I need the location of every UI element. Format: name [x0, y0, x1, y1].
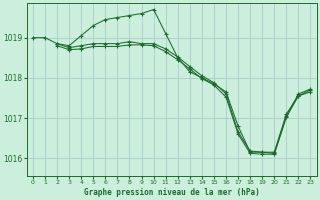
X-axis label: Graphe pression niveau de la mer (hPa): Graphe pression niveau de la mer (hPa) [84, 188, 260, 197]
